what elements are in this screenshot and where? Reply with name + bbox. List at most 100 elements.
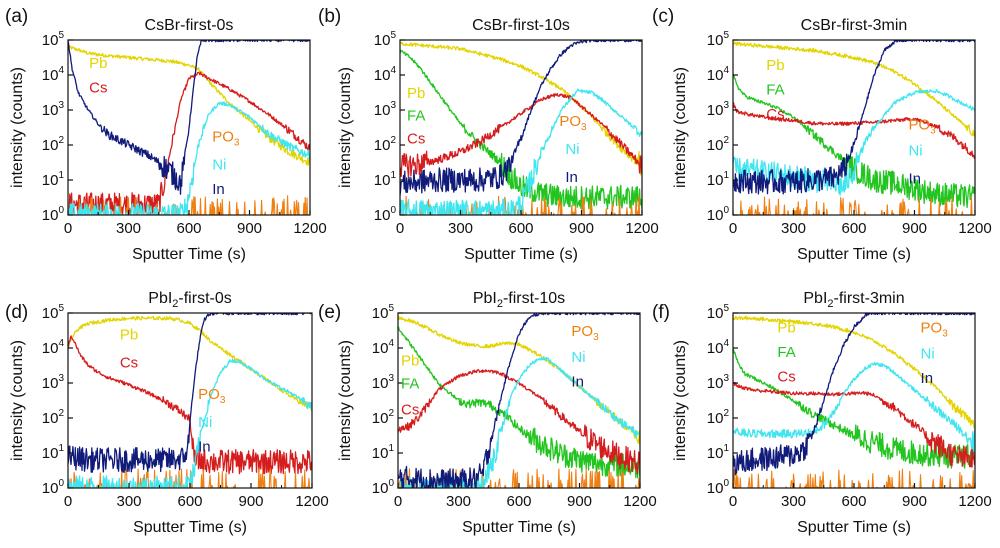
- x-tick-label: 1200: [625, 220, 658, 237]
- series-cs: [68, 335, 312, 475]
- y-tick-label: 102: [42, 408, 65, 427]
- panel-letter: (c): [652, 6, 674, 27]
- plot-area: [400, 40, 642, 215]
- y-tick-label: 104: [42, 65, 65, 84]
- series-label-ni: Ni: [571, 349, 585, 366]
- x-tick-label: 600: [841, 220, 866, 237]
- series-label-in: In: [212, 181, 225, 198]
- y-tick-label: 102: [374, 135, 397, 154]
- series-ni: [68, 101, 310, 215]
- y-axis-title: intensity (counts): [672, 340, 689, 461]
- series-label-ni: Ni: [908, 143, 922, 160]
- x-axis-title: Sputter Time (s): [464, 246, 578, 263]
- y-tick-label: 105: [707, 30, 730, 49]
- series-pb: [733, 41, 975, 137]
- series-fa: [733, 73, 975, 209]
- panel-letter: (f): [652, 302, 670, 323]
- series-label-fa: FA: [766, 81, 784, 98]
- series-cs: [68, 71, 310, 215]
- x-axis-title: Sputter Time (s): [133, 519, 247, 536]
- series-label-pb: Pb: [766, 57, 784, 74]
- panel-b: 0 300 600 900 1200 100 101 102 103 104 105 Sputter …: [318, 6, 659, 263]
- plot-area: [733, 313, 975, 488]
- plot-area: [68, 313, 312, 488]
- x-tick-label: 900: [567, 493, 592, 510]
- y-tick-label: 104: [372, 338, 395, 357]
- series-label-ni: Ni: [212, 157, 226, 174]
- series-pb: [68, 45, 310, 166]
- y-tick-label: 103: [372, 373, 395, 392]
- series-label-cs: Cs: [120, 354, 138, 371]
- y-tick-label: 104: [374, 65, 397, 84]
- panel-title: CsBr-first-10s: [472, 17, 570, 34]
- series-label-po3: PO3: [921, 319, 949, 339]
- y-tick-label: 102: [707, 408, 730, 427]
- x-tick-label: 300: [781, 220, 806, 237]
- x-tick-label: 900: [569, 220, 594, 237]
- series-ni: [398, 356, 640, 488]
- y-axis-title: intensity (counts): [337, 340, 354, 461]
- series-in: [733, 40, 975, 195]
- panel-letter: (b): [318, 6, 341, 27]
- y-tick-label: 103: [42, 100, 65, 119]
- series-in: [733, 313, 975, 476]
- series-label-po3: PO3: [908, 116, 936, 136]
- x-axis-title: Sputter Time (s): [462, 519, 576, 536]
- series-in: [400, 40, 642, 196]
- panel-a: 0 300 600 900 1200 100 101 102 103 104 105 Sputter …: [5, 6, 327, 263]
- x-tick-label: 300: [446, 493, 471, 510]
- series-label-cs: Cs: [777, 368, 795, 385]
- y-tick-label: 105: [42, 303, 65, 322]
- x-tick-label: 0: [396, 220, 404, 237]
- panel-title: PbI2-first-10s: [473, 290, 565, 310]
- x-tick-label: 1200: [623, 493, 656, 510]
- x-tick-label: 0: [64, 493, 72, 510]
- series-label-po3: PO3: [559, 113, 587, 133]
- y-tick-label: 101: [372, 443, 395, 462]
- panel-title: PbI2-first-0s: [148, 290, 231, 310]
- y-tick-label: 102: [707, 135, 730, 154]
- panel-title: CsBr-first-0s: [145, 17, 234, 34]
- series-ni: [400, 88, 642, 215]
- y-tick-label: 101: [42, 443, 65, 462]
- series-label-ni: Ni: [198, 414, 212, 431]
- y-axis-title: intensity (counts): [337, 67, 354, 188]
- series-cs: [733, 381, 975, 468]
- x-tick-label: 300: [116, 220, 141, 237]
- x-tick-label: 0: [729, 220, 737, 237]
- panel-title: PbI2-first-3min: [803, 290, 904, 310]
- y-tick-label: 104: [42, 338, 65, 357]
- series-pb: [400, 41, 642, 176]
- x-tick-label: 1200: [958, 493, 991, 510]
- x-tick-label: 0: [729, 493, 737, 510]
- panel-c: 0 300 600 900 1200 100 101 102 103 104 105 Sputter …: [652, 6, 992, 263]
- series-label-cs: Cs: [89, 80, 107, 97]
- series-cs: [398, 369, 640, 475]
- series-label-in: In: [198, 438, 211, 455]
- x-tick-label: 900: [902, 220, 927, 237]
- series-label-in: In: [908, 171, 921, 188]
- panel-f: 0 300 600 900 1200 100 101 102 103 104 105 Sputter …: [652, 290, 992, 536]
- series-label-po3: PO3: [571, 323, 599, 343]
- x-tick-label: 900: [237, 220, 262, 237]
- series-fa: [400, 49, 642, 211]
- series-label-fa: FA: [407, 108, 425, 125]
- x-axis-title: Sputter Time (s): [797, 519, 911, 536]
- y-tick-label: 103: [42, 373, 65, 392]
- y-tick-label: 103: [374, 100, 397, 119]
- x-tick-label: 300: [116, 493, 141, 510]
- plot-area: [398, 313, 640, 488]
- y-tick-label: 100: [372, 478, 395, 497]
- y-tick-label: 101: [707, 443, 730, 462]
- y-tick-label: 105: [374, 30, 397, 49]
- panel-letter: (e): [318, 302, 341, 323]
- series-label-pb: Pb: [89, 55, 107, 72]
- panel-d: 0 300 600 900 1200 100 101 102 103 104 105 Sputter …: [5, 290, 329, 536]
- series-label-pb: Pb: [777, 319, 795, 336]
- panel-title: CsBr-first-3min: [801, 17, 908, 34]
- series-pb: [398, 316, 640, 446]
- y-tick-label: 105: [42, 30, 65, 49]
- x-tick-label: 600: [841, 493, 866, 510]
- panel-e: 0 300 600 900 1200 100 101 102 103 104 105 Sputter …: [318, 290, 657, 536]
